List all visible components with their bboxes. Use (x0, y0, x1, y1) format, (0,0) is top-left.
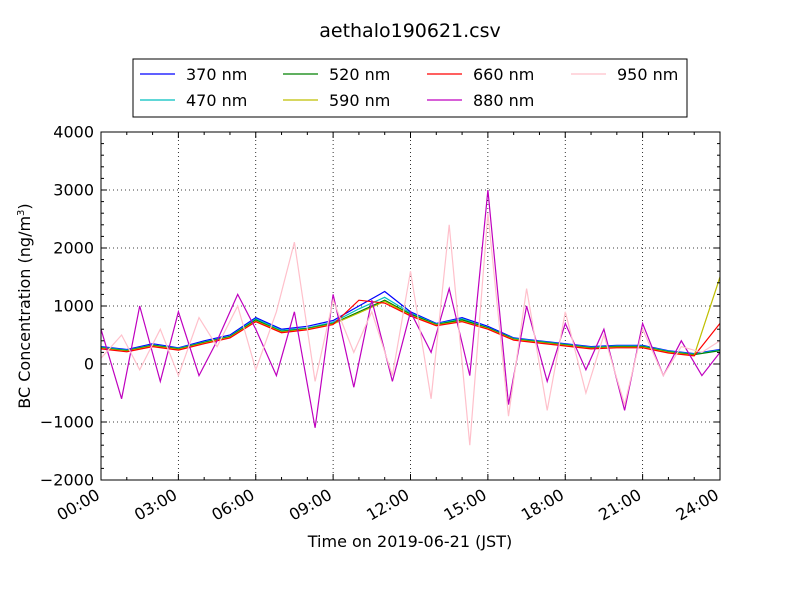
y-tick-label: 4000 (53, 123, 94, 142)
chart-gridlines (101, 132, 720, 480)
x-tick-label: 12:00 (363, 485, 412, 525)
legend-label: 470 nm (186, 91, 247, 110)
x-axis-label: Time on 2019-06-21 (JST) (307, 532, 512, 551)
y-tick-label: −2000 (40, 471, 94, 490)
chart-legend: 370 nm 470 nm 520 nm 590 nm 660 nm 880 nm 950 … (132, 58, 688, 118)
y-tick-label: 1000 (53, 297, 94, 316)
legend-label: 880 nm (473, 91, 534, 110)
x-tick-label: 15:00 (440, 485, 489, 525)
x-axis: 00:00 03:00 06:00 09:00 12:00 15:00 18:00 21:00… (54, 132, 722, 525)
x-tick-label: 21:00 (595, 485, 644, 525)
legend-label: 590 nm (329, 91, 390, 110)
y-tick-label: 0 (84, 355, 94, 374)
y-axis-label-main: BC Concentration (ng/m (15, 216, 34, 409)
legend-label: 660 nm (473, 65, 534, 84)
legend-label: 950 nm (617, 65, 678, 84)
x-tick-label: 03:00 (131, 485, 180, 525)
y-axis-label: BC Concentration (ng/m3) (15, 203, 34, 408)
x-tick-label: 06:00 (208, 485, 257, 525)
y-tick-label: −1000 (40, 413, 94, 432)
y-tick-label: 3000 (53, 181, 94, 200)
y-axis-label-close: ) (15, 203, 34, 209)
x-tick-label: 18:00 (518, 485, 567, 525)
y-axis-label-superscript: 3 (16, 210, 27, 216)
legend-label: 520 nm (329, 65, 390, 84)
legend-label: 370 nm (186, 65, 247, 84)
x-tick-label: 00:00 (54, 485, 103, 525)
y-axis: −2000 −1000 0 1000 2000 3000 4000 (40, 123, 720, 490)
x-tick-label: 09:00 (286, 485, 335, 525)
x-tick-label: 24:00 (673, 485, 722, 525)
chart-title: aethalo190621.csv (319, 20, 501, 42)
series-line-950-nm (100, 213, 721, 446)
legend-box (132, 58, 688, 118)
series-line-660-nm (100, 299, 721, 357)
chart-plot-area (100, 189, 721, 446)
y-tick-label: 2000 (53, 239, 94, 258)
